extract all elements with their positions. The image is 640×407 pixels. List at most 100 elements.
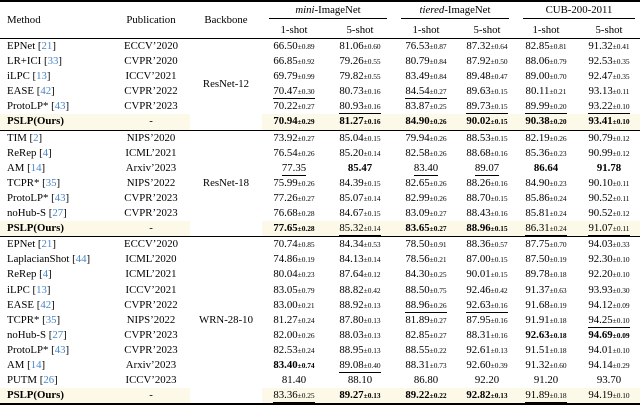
metric-value: 73.92±0.27 [273,132,314,145]
method-name: ReRep [7,268,37,281]
metric-error-margin: ±0.16 [490,315,508,325]
metric-value: 93.70 [597,374,621,387]
citation-link[interactable]: 43 [54,191,66,204]
metric-value: 87.00±0.15 [466,253,507,266]
metric-number: 77.35 [281,161,307,174]
method-cell: EASE [42] [0,84,112,99]
metric-cell: 86.80 [394,373,458,388]
metric-cell: 69.79±0.99 [262,69,326,84]
metric-cell: 88.10 [326,373,394,388]
method-cell: EASE [42] [0,298,112,313]
method-name: AM [7,358,25,371]
metric-value: 92.20±0.10 [588,268,629,281]
metric-number: 79.26 [339,55,364,68]
metric-number: 89.00 [525,70,550,83]
metric-error-margin: ±0.27 [429,224,447,234]
metric-number: 93.93 [588,283,613,296]
citation-link[interactable]: 44 [75,253,87,266]
metric-cell: 83.40±0.74 [262,358,326,373]
metric-value: 89.22±0.22 [405,389,446,402]
citation-link[interactable]: 13 [36,283,47,296]
table-row: TCPR* [35] NIPS’2022 81.27±0.24 87.80±0.13 8… [0,313,640,328]
shot-column-header: 1-shot [412,23,440,36]
citation-link[interactable]: 4 [42,146,49,159]
metric-cell: 85.81±0.24 [516,206,576,221]
citation-link[interactable]: 43 [54,343,66,356]
table-row: EASE [42] CVPR’2022 70.47±0.30 80.73±0.16 84… [0,84,640,100]
metric-value: 94.25±0.10 [588,314,630,328]
metric-cell: 84.90±0.23 [516,176,576,191]
citation-bracket-open: [ [51,191,55,204]
metric-number: 78.56 [405,253,430,266]
citation-link[interactable]: 43 [54,100,66,113]
metric-error-margin: ±0.14 [363,224,381,234]
metric-cell: 91.32±0.41 [576,39,640,55]
metric-value: 76.68±0.28 [273,207,314,220]
metric-cell: 81.06±0.60 [326,39,394,55]
citation-link[interactable]: 14 [30,161,42,174]
citation-bracket-close: ] [56,176,61,189]
metric-value: 86.64 [534,162,558,175]
citation-link[interactable]: 27 [52,207,64,220]
metric-error-margin: ±0.16 [363,87,381,97]
metric-value: 94.19±0.10 [588,389,629,402]
metric-number: 88.36 [466,238,491,251]
metric-error-margin: ±0.60 [549,360,567,370]
metric-number: 83.00 [273,298,298,311]
citation-link[interactable]: 2 [33,131,39,144]
citation-link[interactable]: 35 [45,313,57,326]
metric-value: 91.37±0.63 [525,284,566,297]
metric-number: 84.90 [525,176,550,189]
metric-number: 92.53 [588,55,613,68]
metric-value: 76.53±0.87 [405,40,446,53]
col-header-backbone: Backbone [204,14,248,26]
metric-value: 85.07±0.14 [339,192,380,205]
metric-number: 66.50 [273,40,298,52]
metric-value: 88.68±0.16 [466,147,507,160]
metric-error-margin: ±0.26 [429,133,447,143]
metric-error-margin: ±0.79 [297,285,315,295]
metric-error-margin: ±0.27 [429,209,447,219]
metric-cell: 76.53±0.87 [394,39,458,55]
metric-error-margin: ±0.10 [612,102,630,112]
metric-number: 91.51 [525,343,550,356]
metric-cell: 91.89±0.18 [516,388,576,404]
citation-link[interactable]: 35 [45,176,57,189]
metric-value: 90.38±0.20 [525,115,566,128]
shot-column-header: 5-shot [346,23,374,36]
citation-link[interactable]: 42 [40,85,52,98]
metric-cell: 83.87±0.25 [394,99,458,114]
citation-link[interactable]: 21 [41,238,53,251]
metric-cell: 83.65±0.27 [394,221,458,237]
metric-number: 88.55 [405,343,430,356]
metric-error-margin: ±0.85 [297,240,315,250]
method-cell: ReRep [4] [0,267,112,282]
citation-link[interactable]: 26 [43,374,55,387]
metric-error-margin: ±0.75 [429,285,447,295]
publication-cell: CVPR’2023 [124,100,178,113]
citation-link[interactable]: 14 [30,358,42,371]
shot-column-header: 1-shot [532,23,560,36]
method-name: iLPC [7,283,30,296]
metric-cell: 92.20 [458,373,516,388]
metric-cell: 79.94±0.26 [394,130,458,146]
table-row: ReRep [4] ICML’2021 80.04±0.23 87.64±0.12 84… [0,267,640,282]
citation-link[interactable]: 42 [40,298,52,311]
metric-error-margin: ±0.26 [549,133,567,143]
citation-link[interactable]: 33 [47,55,59,68]
metric-value: 82.65±0.26 [405,177,446,190]
citation-link[interactable]: 27 [52,328,64,341]
citation-link[interactable]: 13 [36,70,47,83]
metric-number: 81.27 [273,313,298,326]
ours-row: PSLP(Ours) -70.94±0.29 81.27±0.16 84.90±0.2… [0,114,640,131]
metric-cell: 85.86±0.24 [516,191,576,206]
metric-error-margin: ±0.15 [363,133,381,143]
metric-error-margin: ±0.15 [490,270,508,280]
citation-link[interactable]: 21 [41,40,53,52]
citation-bracket-close: ] [65,100,70,113]
citation-link[interactable]: 4 [42,268,49,281]
metric-error-margin: ±0.16 [490,209,508,219]
metric-number: 89.27 [339,389,364,402]
metric-number: 84.13 [339,253,364,266]
metric-cell: 81.27±0.16 [326,114,394,130]
